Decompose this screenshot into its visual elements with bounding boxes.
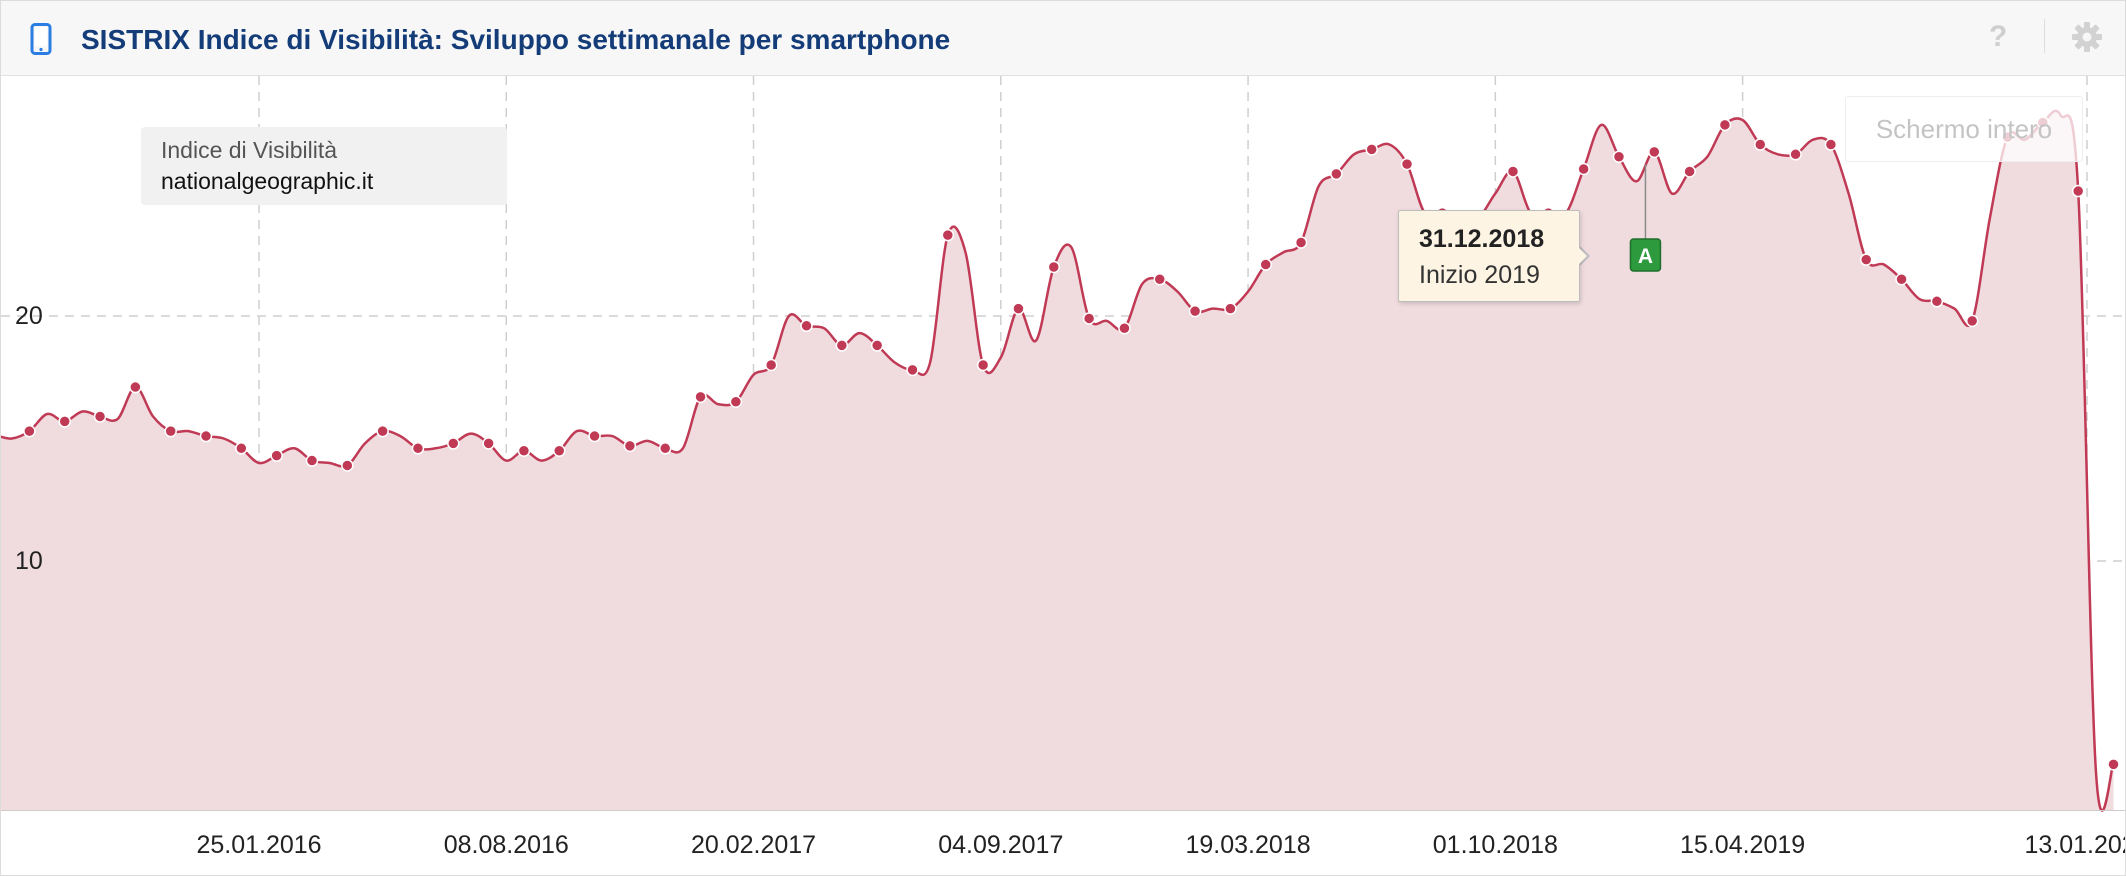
- data-point: [1082, 312, 1096, 325]
- data-point: [588, 429, 601, 443]
- tooltip: 31.12.2018 Inizio 2019: [1398, 210, 1580, 302]
- data-point: [1648, 145, 1661, 159]
- tooltip-pointer-fill: [1577, 246, 1587, 266]
- data-point: [941, 228, 955, 242]
- data-point: [1718, 118, 1732, 132]
- data-point: [1789, 148, 1802, 161]
- data-point: [764, 358, 778, 372]
- data-point: [1012, 302, 1025, 315]
- data-point: [129, 380, 142, 394]
- data-point: [411, 442, 425, 455]
- y-tick-label: 20: [15, 302, 43, 330]
- legend: Indice di Visibilità nationalgeographic.…: [141, 127, 507, 205]
- data-point: [1577, 162, 1590, 176]
- data-point: [1294, 236, 1308, 249]
- data-point: [1506, 165, 1520, 178]
- tooltip-date: 31.12.2018: [1419, 225, 1545, 253]
- data-point: [58, 415, 71, 428]
- legend-label: Indice di Visibilità: [161, 137, 338, 163]
- data-point: [2071, 184, 2085, 198]
- data-point: [553, 444, 566, 457]
- event-marker-flag: [1629, 238, 1662, 272]
- tooltip-text: Inizio 2019: [1419, 261, 1540, 289]
- data-point: [1824, 138, 1838, 151]
- data-point: [870, 339, 884, 352]
- panel-header: SISTRIX Indice di Visibilità: Sviluppo s…: [1, 1, 2125, 76]
- series-area: [1, 110, 2114, 811]
- data-point: [694, 390, 707, 404]
- x-tick-label: 15.04.2019: [1680, 831, 1805, 859]
- data-point: [1400, 157, 1414, 171]
- data-point: [1859, 253, 1873, 266]
- data-point: [729, 395, 743, 408]
- gear-icon[interactable]: [2071, 21, 2103, 53]
- data-point: [376, 424, 389, 438]
- data-point: [270, 449, 283, 462]
- data-point: [1118, 322, 1131, 335]
- x-tick-label: 25.01.2016: [196, 831, 321, 859]
- data-point: [1612, 150, 1626, 163]
- x-tick-label: 13.01.2020: [2024, 831, 2125, 859]
- data-point: [1188, 304, 1202, 318]
- data-point: [835, 339, 849, 352]
- data-point: [976, 358, 990, 372]
- event-marker-label: A: [1638, 245, 1653, 268]
- data-point: [1365, 143, 1378, 156]
- fullscreen-button[interactable]: Schermo intero: [1845, 96, 2083, 162]
- panel-title: SISTRIX Indice di Visibilità: Sviluppo s…: [81, 24, 951, 55]
- data-point: [2107, 758, 2120, 771]
- chart-area: 10 20 25.01.2016 08.08.2016 20.02.2017 04.09.…: [1, 76, 2125, 875]
- x-tick-label: 20.02.2017: [691, 831, 816, 859]
- data-point: [623, 439, 637, 453]
- data-point: [1330, 167, 1343, 181]
- data-point: [305, 454, 319, 467]
- x-tick-label: 04.09.2017: [938, 831, 1063, 859]
- y-tick-label: 10: [15, 547, 43, 575]
- data-point: [1754, 138, 1767, 151]
- data-point: [93, 410, 107, 423]
- data-point: [517, 444, 531, 457]
- data-point: [1965, 314, 1979, 328]
- data-point: [482, 437, 495, 450]
- data-point: [1259, 258, 1272, 271]
- data-point: [341, 459, 354, 472]
- data-point: [447, 437, 460, 450]
- help-icon[interactable]: ?: [1989, 20, 2008, 53]
- data-point: [658, 442, 672, 455]
- data-point: [906, 363, 919, 377]
- data-point: [164, 424, 177, 438]
- data-point: [800, 319, 813, 333]
- data-point: [1895, 273, 1908, 286]
- data-point: [1153, 273, 1167, 286]
- x-tick-label: 01.10.2018: [1433, 831, 1558, 859]
- data-point: [23, 424, 36, 438]
- x-tick-label: 19.03.2018: [1186, 831, 1311, 859]
- data-point: [1683, 165, 1696, 178]
- header-divider: [2044, 19, 2045, 53]
- data-point: [199, 429, 213, 443]
- data-point: [235, 442, 248, 455]
- data-point: [1224, 302, 1237, 315]
- smartphone-icon: [30, 23, 52, 55]
- legend-domain: nationalgeographic.it: [161, 168, 374, 194]
- x-tick-label: 08.08.2016: [444, 831, 569, 859]
- data-point: [1047, 260, 1061, 274]
- data-point: [1930, 295, 1944, 308]
